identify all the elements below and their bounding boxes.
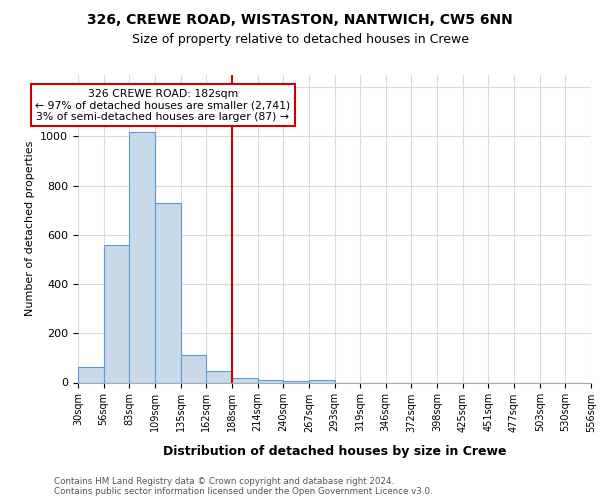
Bar (206, 372, 232, 382)
Y-axis label: Number of detached properties: Number of detached properties (25, 141, 35, 316)
Text: Size of property relative to detached houses in Crewe: Size of property relative to detached ho… (131, 33, 469, 46)
Text: 326, CREWE ROAD, WISTASTON, NANTWICH, CW5 6NN: 326, CREWE ROAD, WISTASTON, NANTWICH, CW… (87, 12, 513, 26)
Bar (181, 356, 206, 382)
Text: Contains HM Land Registry data © Crown copyright and database right 2024.
Contai: Contains HM Land Registry data © Crown c… (54, 476, 433, 496)
Bar (104, 244, 130, 382)
Bar (130, 132, 155, 382)
Bar (232, 378, 257, 382)
Bar (309, 380, 335, 382)
Bar (155, 203, 181, 382)
Bar (257, 380, 283, 382)
X-axis label: Distribution of detached houses by size in Crewe: Distribution of detached houses by size … (163, 446, 506, 458)
Bar (78, 366, 104, 382)
Text: 326 CREWE ROAD: 182sqm
← 97% of detached houses are smaller (2,741)
3% of semi-d: 326 CREWE ROAD: 182sqm ← 97% of detached… (35, 88, 290, 122)
